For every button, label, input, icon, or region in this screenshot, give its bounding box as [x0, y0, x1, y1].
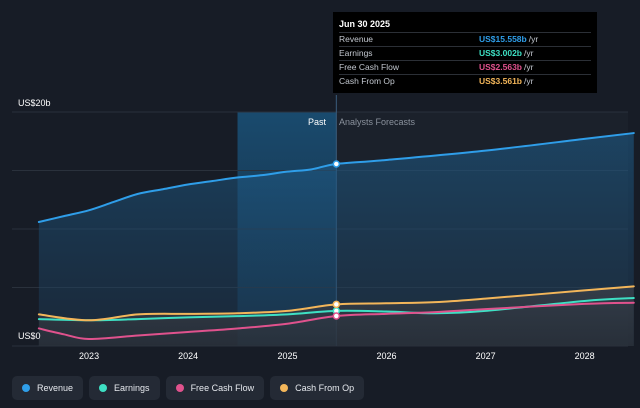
legend-label: Earnings — [114, 383, 150, 393]
tooltip-value: US$2.563b — [479, 62, 522, 72]
legend-item-free-cash-flow[interactable]: Free Cash Flow — [165, 376, 265, 400]
legend-label: Cash From Op — [295, 383, 355, 393]
revenue-marker — [332, 160, 341, 168]
tooltip-row-cash-from-op: Cash From Op US$3.561b /yr — [339, 74, 591, 88]
legend-item-cash-from-op[interactable]: Cash From Op — [270, 376, 365, 400]
tooltip-value: US$3.002b — [479, 48, 522, 58]
revenue-area — [38, 133, 634, 346]
legend-item-revenue[interactable]: Revenue — [12, 376, 84, 400]
tooltip-value: US$3.561b — [479, 76, 522, 86]
tooltip-row-earnings: Earnings US$3.002b /yr — [339, 46, 591, 60]
legend-dot-icon — [99, 384, 108, 392]
tooltip-unit: /yr — [524, 62, 534, 72]
legend: Revenue Earnings Free Cash Flow Cash Fro… — [12, 376, 365, 400]
tooltip-unit: /yr — [528, 34, 539, 44]
legend-label: Revenue — [37, 383, 74, 393]
tooltip-label: Cash From Op — [339, 76, 395, 86]
tooltip-unit: /yr — [524, 48, 534, 58]
tooltip-label: Free Cash Flow — [339, 62, 399, 72]
forecast-label: Analysts Forecasts — [339, 117, 416, 127]
legend-label: Free Cash Flow — [190, 383, 255, 393]
y-axis-top-label: US$20b — [18, 98, 51, 108]
legend-dot-icon — [175, 384, 184, 392]
tooltip-label: Earnings — [339, 48, 373, 58]
past-label: Past — [308, 117, 327, 127]
legend-item-earnings[interactable]: Earnings — [89, 376, 160, 400]
x-tick-label: 2025 — [277, 351, 297, 361]
tooltip-row-free-cash-flow: Free Cash Flow US$2.563b /yr — [339, 60, 591, 74]
tooltip-row-revenue: Revenue US$15.558b /yr — [339, 32, 591, 46]
tooltip-label: Revenue — [339, 34, 374, 44]
x-tick-label: 2028 — [575, 351, 595, 361]
cash-from-op-line — [37, 285, 635, 322]
tooltip-title: Jun 30 2025 — [339, 19, 391, 29]
x-tick-label: 2024 — [178, 351, 198, 361]
free-cash-flow-line — [37, 301, 635, 340]
x-tick-label: 2023 — [79, 351, 99, 361]
x-tick-label: 2027 — [476, 351, 496, 361]
legend-dot-icon — [22, 384, 30, 392]
tooltip-value: US$15.558b — [479, 34, 527, 44]
cash-from-op-marker — [332, 300, 341, 309]
tooltip-unit: /yr — [524, 76, 534, 86]
y-axis-bottom-label: US$0 — [18, 331, 41, 341]
legend-dot-icon — [280, 384, 289, 392]
revenue-line — [37, 132, 635, 223]
x-tick-label: 2026 — [377, 351, 397, 361]
free-cash-flow-marker — [332, 312, 341, 320]
tooltip: Jun 30 2025 Revenue US$15.558b /yr Earni… — [333, 12, 597, 93]
